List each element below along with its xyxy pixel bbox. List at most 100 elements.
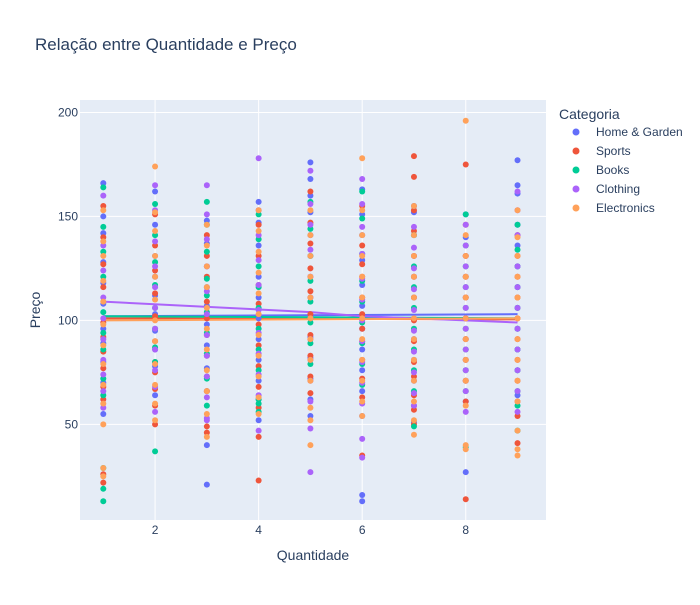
data-point [307, 356, 314, 363]
data-point [255, 242, 262, 249]
data-point [100, 273, 107, 280]
data-point [255, 257, 262, 264]
data-point [410, 373, 417, 380]
data-point [152, 259, 159, 266]
data-point [514, 402, 521, 409]
data-point [100, 309, 107, 316]
data-point [203, 442, 210, 449]
legend-item[interactable]: Sports [572, 144, 631, 158]
data-point [255, 400, 262, 407]
data-point [462, 242, 469, 249]
data-point [203, 182, 210, 189]
data-point [462, 377, 469, 384]
data-point [203, 232, 210, 239]
data-point [100, 261, 107, 268]
data-point [152, 284, 159, 291]
data-point [203, 236, 210, 243]
data-point [203, 352, 210, 359]
data-point [255, 252, 262, 259]
data-point [307, 442, 314, 449]
data-point [255, 373, 262, 380]
data-point [100, 267, 107, 274]
legend-item[interactable]: Books [572, 163, 630, 177]
data-point [255, 248, 262, 255]
data-point [514, 315, 521, 322]
x-tick-label: 8 [462, 523, 469, 537]
y-tick-label: 50 [65, 417, 79, 431]
data-point [203, 292, 210, 299]
data-point [359, 242, 366, 249]
data-point [152, 290, 159, 297]
data-point [203, 388, 210, 395]
data-point [203, 367, 210, 374]
data-point [255, 221, 262, 228]
y-tick-label: 150 [58, 209, 78, 223]
data-point [359, 211, 366, 218]
data-point [100, 248, 107, 255]
data-point [255, 290, 262, 297]
data-point [359, 282, 366, 289]
data-point [359, 356, 366, 363]
data-point [410, 390, 417, 397]
data-point [100, 203, 107, 210]
data-point [462, 161, 469, 168]
data-point [307, 425, 314, 432]
data-point [307, 390, 314, 397]
data-point [359, 311, 366, 318]
data-point [307, 176, 314, 183]
data-point [359, 302, 366, 309]
data-point [410, 232, 417, 239]
data-point [410, 265, 417, 272]
data-point [307, 232, 314, 239]
data-point [514, 234, 521, 241]
data-point [514, 388, 521, 395]
legend-item[interactable]: Electronics [572, 201, 655, 215]
legend-item[interactable]: Clothing [572, 182, 641, 196]
data-point [255, 356, 262, 363]
data-point [410, 336, 417, 343]
data-point [410, 327, 417, 334]
data-point [359, 273, 366, 280]
data-point [100, 375, 107, 382]
data-point [462, 221, 469, 228]
data-point [514, 452, 521, 459]
data-point [203, 373, 210, 380]
data-point [255, 383, 262, 390]
data-point [462, 442, 469, 449]
data-point [359, 398, 366, 405]
legend-marker [572, 204, 580, 212]
data-point [100, 371, 107, 378]
data-point [462, 263, 469, 270]
data-point [514, 207, 521, 214]
data-point [152, 317, 159, 324]
data-point [152, 267, 159, 274]
data-point [100, 421, 107, 428]
data-point [307, 188, 314, 195]
data-point [359, 315, 366, 322]
data-point [100, 238, 107, 245]
data-point [410, 286, 417, 293]
data-point [203, 433, 210, 440]
data-point [462, 367, 469, 374]
legend-marker [572, 147, 580, 155]
data-point [307, 225, 314, 232]
data-point [462, 304, 469, 311]
data-point [100, 213, 107, 220]
legend-item[interactable]: Home & Garden [572, 125, 683, 139]
data-point [410, 227, 417, 234]
x-tick-label: 6 [359, 523, 366, 537]
legend-title: Categoria [559, 106, 620, 122]
data-point [307, 377, 314, 384]
data-point [100, 388, 107, 395]
data-point [203, 315, 210, 322]
x-tick-labels: 2 4 6 8 [152, 523, 470, 537]
data-point [307, 288, 314, 295]
data-point [359, 492, 366, 499]
data-point [255, 207, 262, 214]
data-point [255, 427, 262, 434]
data-point [203, 198, 210, 205]
data-point [410, 307, 417, 313]
data-point [255, 294, 262, 301]
data-point [152, 338, 159, 345]
data-point [307, 469, 314, 476]
